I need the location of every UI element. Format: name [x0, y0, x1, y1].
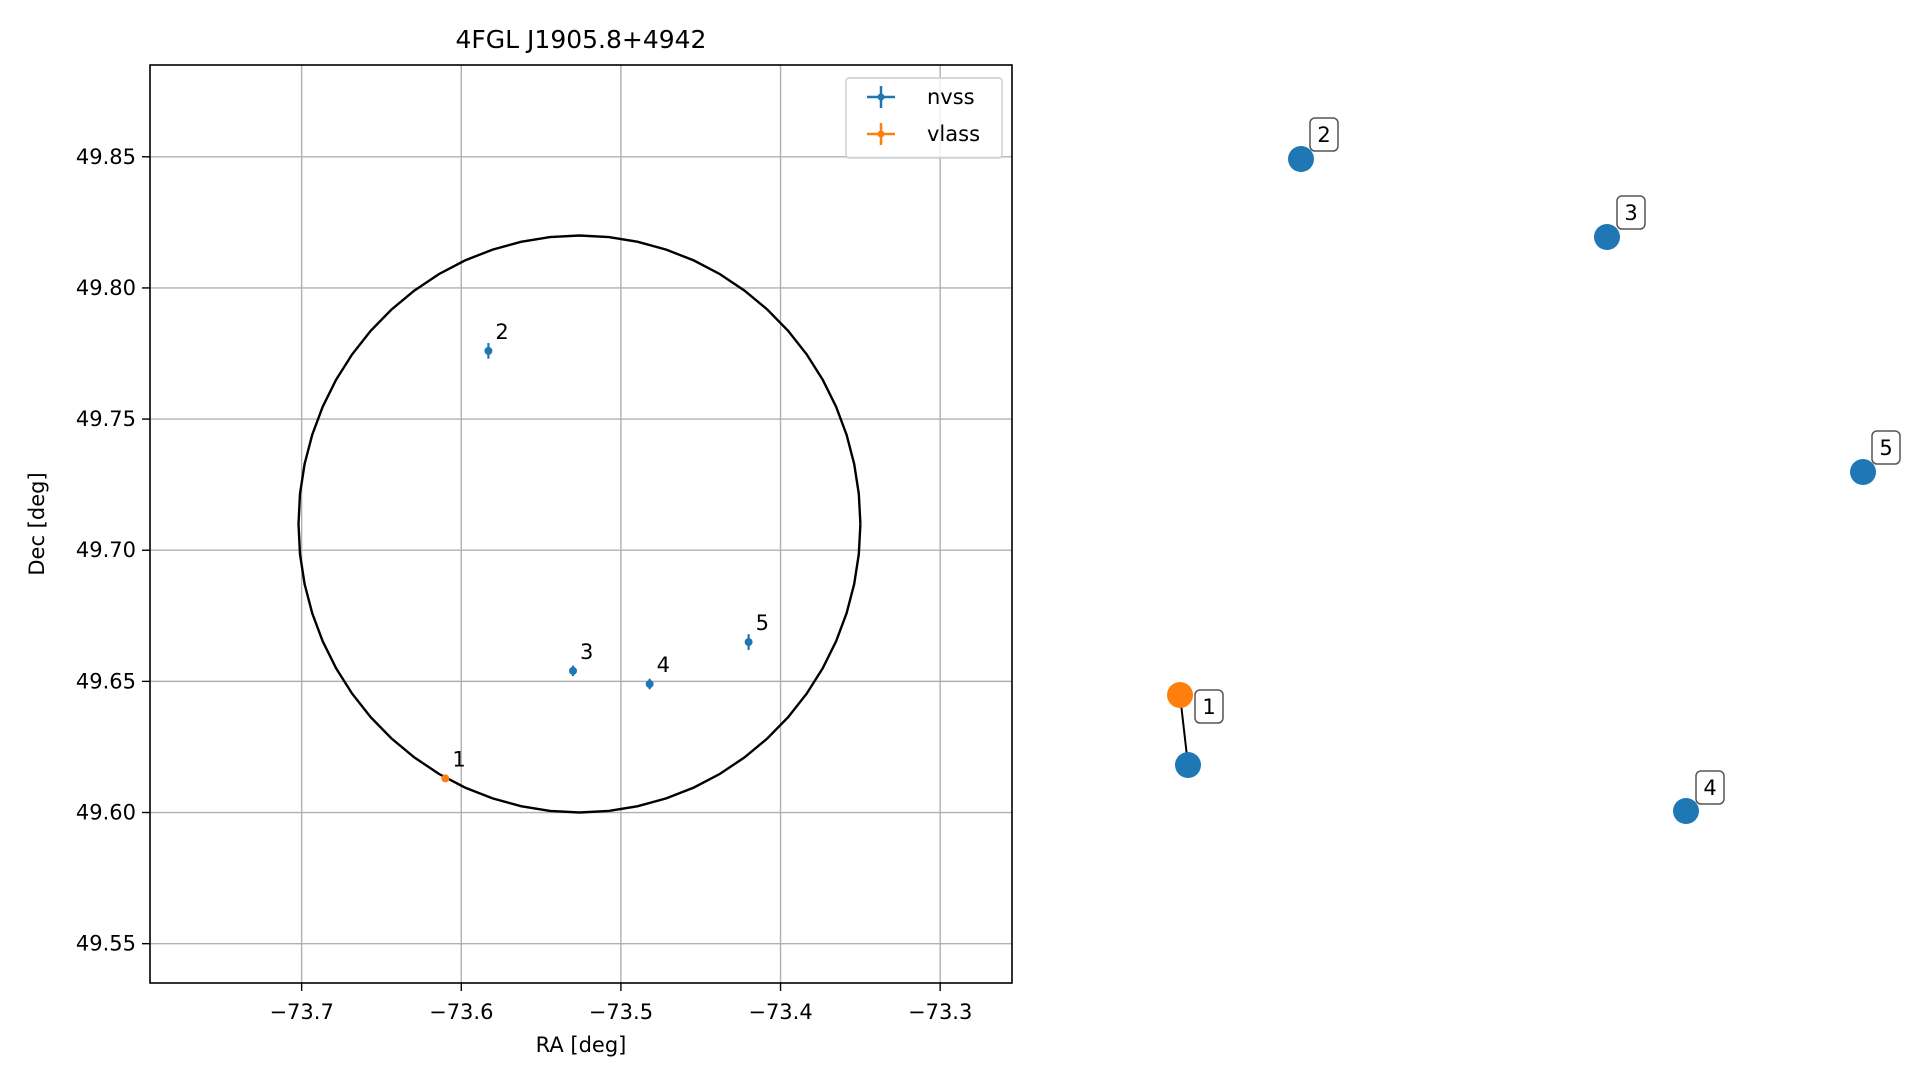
node-1-label-box [1194, 689, 1224, 724]
legend-entry-vlass: vlass [867, 122, 980, 146]
network-node-5: 5 [1850, 430, 1901, 485]
y-tick-label: 49.80 [76, 276, 136, 300]
node-2-label-box [1309, 117, 1339, 152]
network-node-1b [1175, 752, 1201, 778]
point-label-2: 2 [495, 320, 508, 344]
point-label-5: 5 [756, 611, 769, 635]
localization-ellipse-layer [297, 234, 862, 814]
node-2-marker [1288, 146, 1314, 172]
legend-marker-vlass-dot [877, 130, 885, 138]
legend: nvss vlass [845, 77, 1003, 159]
source-points: 2 3 4 5 1 [441, 320, 769, 783]
x-tick-label: −73.4 [748, 1000, 812, 1024]
x-axis-label: RA [deg] [536, 1033, 627, 1057]
chart-title: 4FGL J1905.8+4942 [456, 25, 707, 54]
node-4-marker [1673, 798, 1699, 824]
point-label-4: 4 [657, 653, 670, 677]
y-axis-label: Dec [deg] [25, 472, 49, 575]
point-nvss-5 [744, 638, 753, 647]
node-1-marker [1167, 682, 1193, 708]
node-3-label: 3 [1624, 201, 1637, 225]
legend-label-vlass: vlass [927, 122, 980, 146]
point-nvss-2 [484, 346, 493, 355]
x-tick-label: −73.5 [589, 1000, 653, 1024]
x-tick-label: −73.7 [269, 1000, 333, 1024]
sky-map-plot: 2 3 4 5 1 −73.7 −73.6 −73.5 −73.4 −73.3 49.55 49.6… [25, 25, 1013, 1057]
legend-marker-nvss-dot [877, 93, 885, 101]
legend-label-nvss: nvss [927, 85, 975, 109]
y-tick-label: 49.70 [76, 538, 136, 562]
node-5-label-box [1871, 430, 1901, 465]
node-4-label-box [1695, 770, 1725, 805]
network-node-4: 4 [1673, 770, 1725, 824]
y-tick-label: 49.55 [76, 932, 136, 956]
association-network: 1 2 3 4 5 [1167, 117, 1901, 824]
node-3-marker [1594, 224, 1620, 250]
y-tick-label: 49.60 [76, 801, 136, 825]
node-3-label-box [1616, 195, 1646, 230]
network-node-3: 3 [1594, 195, 1646, 250]
node-1b-marker [1175, 752, 1201, 778]
node-5-label: 5 [1879, 436, 1892, 460]
legend-box [845, 77, 1003, 159]
node-1-label: 1 [1202, 695, 1215, 719]
node-4-label: 4 [1703, 776, 1716, 800]
localization-ellipse [297, 234, 862, 814]
grid [150, 65, 1012, 983]
node-5-marker [1850, 459, 1876, 485]
y-tick-label: 49.65 [76, 669, 136, 693]
y-tick-label: 49.85 [76, 145, 136, 169]
point-nvss-4 [645, 679, 654, 688]
y-tick-label: 49.75 [76, 407, 136, 431]
point-label-1: 1 [452, 747, 465, 771]
legend-entry-nvss: nvss [867, 85, 975, 109]
point-label-3: 3 [580, 640, 593, 664]
network-node-2: 2 [1288, 117, 1339, 172]
x-tick-label: −73.6 [429, 1000, 493, 1024]
axis-ticks: −73.7 −73.6 −73.5 −73.4 −73.3 49.55 49.60 49.65… [76, 145, 972, 1024]
node-2-label: 2 [1317, 123, 1330, 147]
network-node-1: 1 [1167, 682, 1224, 724]
x-tick-label: −73.3 [908, 1000, 972, 1024]
point-vlass-1 [441, 774, 450, 783]
plot-frame [149, 64, 1013, 984]
point-nvss-3 [569, 666, 578, 675]
